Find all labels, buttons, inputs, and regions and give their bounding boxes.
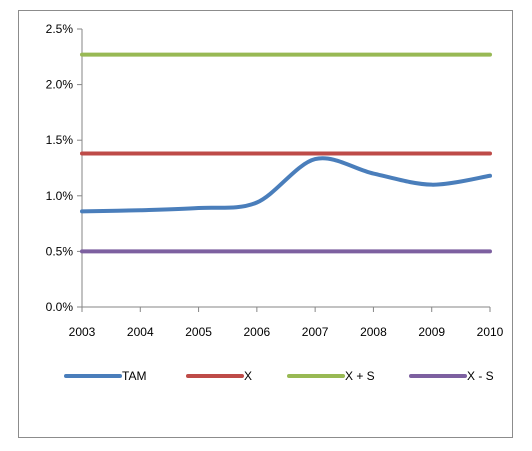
y-tick-label: 0.0% <box>46 300 74 314</box>
y-tick-label: 1.0% <box>46 189 74 203</box>
x-tick-label: 2005 <box>185 325 212 339</box>
x-tick-label: 2008 <box>360 325 387 339</box>
y-tick-label: 0.5% <box>46 244 74 258</box>
x-tick-label: 2007 <box>302 325 329 339</box>
x-tick-label: 2004 <box>127 325 154 339</box>
series-lines <box>80 52 492 254</box>
x-tick-label: 2003 <box>69 325 96 339</box>
legend-label-tam: TAM <box>122 369 146 383</box>
y-tick-label: 1.5% <box>46 133 74 147</box>
chart-area <box>18 10 513 438</box>
y-tick-label: 2.0% <box>46 78 74 92</box>
legend-label-x-plus-s: X + S <box>345 369 375 383</box>
x-axis: 2003 2004 2005 2006 2007 2008 2009 2010 <box>69 306 504 339</box>
legend: TAM X X + S X - S <box>64 369 494 383</box>
series-line-tam <box>80 156 492 214</box>
y-axis: 0.0% 0.5% 1.0% 1.5% 2.0% 2.5% <box>46 22 83 314</box>
legend-label-x-minus-s: X - S <box>467 369 494 383</box>
y-tick-label: 2.5% <box>46 22 74 36</box>
x-tick-label: 2006 <box>244 325 271 339</box>
x-tick-label: 2009 <box>418 325 445 339</box>
legend-label-x: X <box>244 369 252 383</box>
x-tick-label: 2010 <box>477 325 504 339</box>
